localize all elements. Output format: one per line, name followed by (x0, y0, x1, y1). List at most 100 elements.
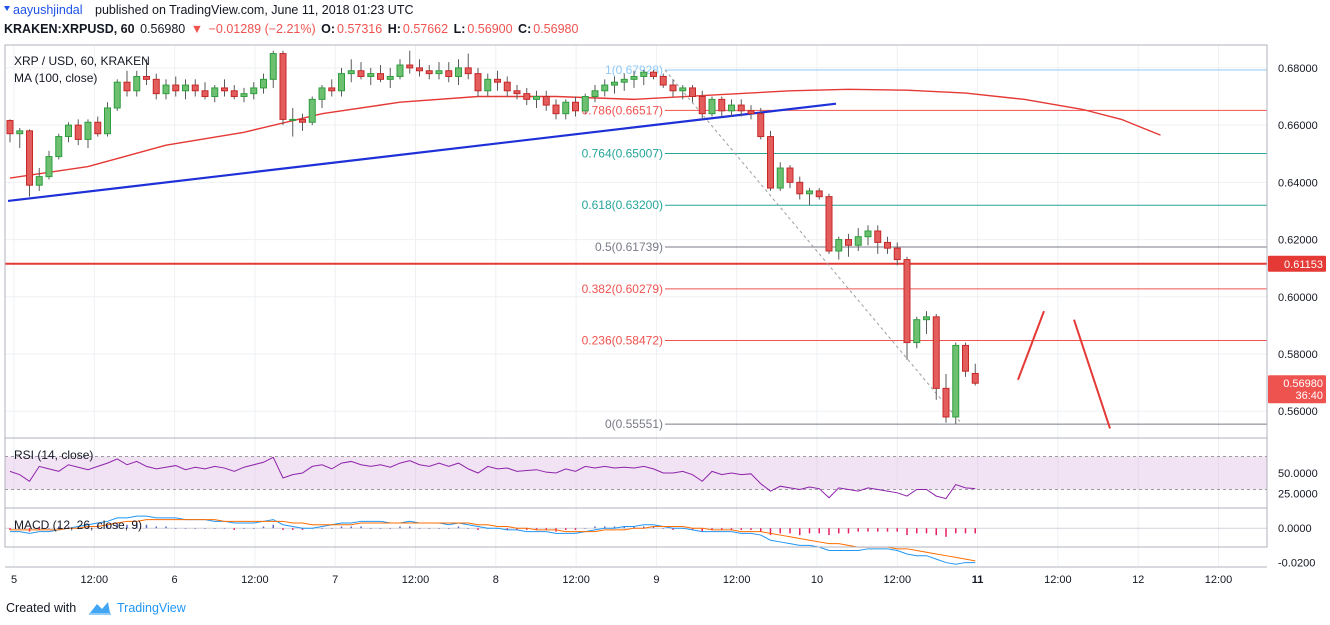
rsi-tick-label: 25.0000 (1278, 489, 1318, 501)
macd-histogram-bar (906, 528, 908, 536)
macd-histogram-bar (165, 526, 167, 529)
price-value: 0.56980 (140, 22, 186, 36)
candle-body (240, 93, 248, 98)
candle-body (6, 120, 14, 135)
macd-histogram-bar (691, 528, 694, 530)
candle-body (191, 84, 199, 92)
fib-level-label: 0.618(0.63200) (582, 198, 663, 212)
x-tick-label: 5 (11, 574, 17, 586)
candle-body (494, 78, 501, 83)
macd-pane: 0.0000 -0.0200 (5, 515, 1315, 570)
candle-body (172, 84, 180, 92)
macd-histogram-bar (155, 526, 157, 529)
macd-histogram-bar (428, 528, 430, 529)
macd-histogram-bar (340, 526, 343, 529)
candle-body (796, 181, 804, 195)
publish-header: aayushjindal published on TradingView.co… (0, 0, 1330, 20)
rsi-line (9, 456, 976, 500)
candle-body (435, 70, 443, 75)
chart-title: XRP / USD, 60, KRAKEN (14, 54, 150, 68)
candle-body (640, 71, 648, 77)
candle-body (464, 67, 472, 75)
fib-level-label: 0.764(0.65007) (582, 147, 663, 161)
candle-body (708, 98, 716, 115)
x-tick-label: 12:00 (1205, 574, 1233, 586)
price-tag-label: 0.61153 (1284, 259, 1323, 271)
candle-body (786, 167, 794, 183)
projection-lines[interactable] (1017, 310, 1111, 429)
candle-body (133, 75, 141, 92)
macd-histogram-bar (106, 524, 109, 529)
candle-body (689, 87, 696, 98)
macd-histogram-bar (19, 528, 21, 529)
macd-histogram-bar (828, 528, 830, 536)
candle-body (16, 130, 24, 135)
candle-body (201, 90, 209, 98)
candle-body (416, 67, 423, 72)
author-link[interactable]: aayushjindal (13, 3, 83, 17)
candle-body (679, 87, 687, 92)
grid (5, 45, 1267, 566)
fibonacci-retracement[interactable]: 1(0.67928) 0.786(0.66517) 0.764(0.65007) 0.… (582, 63, 1267, 431)
macd-histogram-bar (438, 528, 440, 529)
fib-level-label: 0.5(0.61739) (595, 240, 663, 254)
macd-histogram-bar (214, 528, 216, 529)
tradingview-logo-icon (89, 602, 111, 615)
x-tick-label: 12:00 (241, 574, 269, 586)
candle-body (913, 319, 921, 344)
candle-body (845, 239, 852, 246)
macd-histogram-bar (243, 528, 245, 529)
axes: 0.68000 0.66000 0.64000 0.62000 0.60000 0.580… (4, 44, 1318, 586)
y-tick-label: 0.60000 (1278, 292, 1318, 304)
candle-body (445, 70, 453, 77)
candle-body (611, 81, 618, 86)
close-label: C: (518, 22, 532, 36)
macd-histogram-bar (360, 526, 362, 529)
footer: Created with TradingView (0, 597, 1330, 625)
created-with-text: Created with (6, 601, 77, 615)
candle-body (289, 118, 297, 121)
candle-body (455, 67, 462, 77)
candle-body (269, 53, 277, 80)
candle-body (952, 344, 960, 418)
rsi-label: RSI (14, close) (14, 448, 93, 462)
candle-body (825, 196, 833, 252)
chart-area[interactable]: 1(0.67928)0.786(0.66517)0.764(0.65007)0.… (0, 41, 1330, 591)
candle-body (776, 167, 784, 189)
candle-body (113, 81, 121, 109)
trend-line[interactable] (7, 102, 837, 203)
macd-histogram-bar (204, 528, 206, 529)
y-tick-label: 0.64000 (1278, 177, 1318, 189)
candle-body (74, 124, 82, 140)
candle-body (250, 87, 258, 95)
ma100-line (9, 88, 1161, 179)
macd-histogram-bar (652, 526, 655, 529)
x-tick-label: 12:00 (81, 574, 109, 586)
tradingview-link[interactable]: TradingView (117, 601, 186, 615)
candle-body (425, 70, 433, 75)
fib-level-label: 0.236(0.58472) (582, 334, 663, 348)
candle-body (84, 121, 92, 140)
candle-body (737, 104, 745, 112)
macd-histogram-bar (818, 528, 820, 534)
candle-body (767, 136, 774, 189)
candle-body (757, 113, 765, 138)
x-tick-label: 11 (972, 574, 984, 586)
candles (6, 50, 979, 425)
candle-body (152, 78, 160, 95)
projection-line (1017, 310, 1045, 381)
candle-body (308, 98, 316, 123)
candle-body (123, 81, 131, 92)
macd-histogram-bar (789, 528, 791, 534)
macd-histogram-bar (9, 528, 11, 530)
candle-body (377, 73, 384, 80)
macd-histogram-bar (886, 528, 889, 532)
fib-level-label: 0.382(0.60279) (582, 282, 663, 296)
macd-histogram-bar (721, 528, 723, 530)
macd-histogram-bar (418, 528, 421, 529)
macd-histogram-bar (613, 526, 616, 529)
macd-histogram-bar (974, 528, 976, 534)
ma-label: MA (100, close) (14, 71, 97, 85)
candle-body (474, 73, 482, 92)
